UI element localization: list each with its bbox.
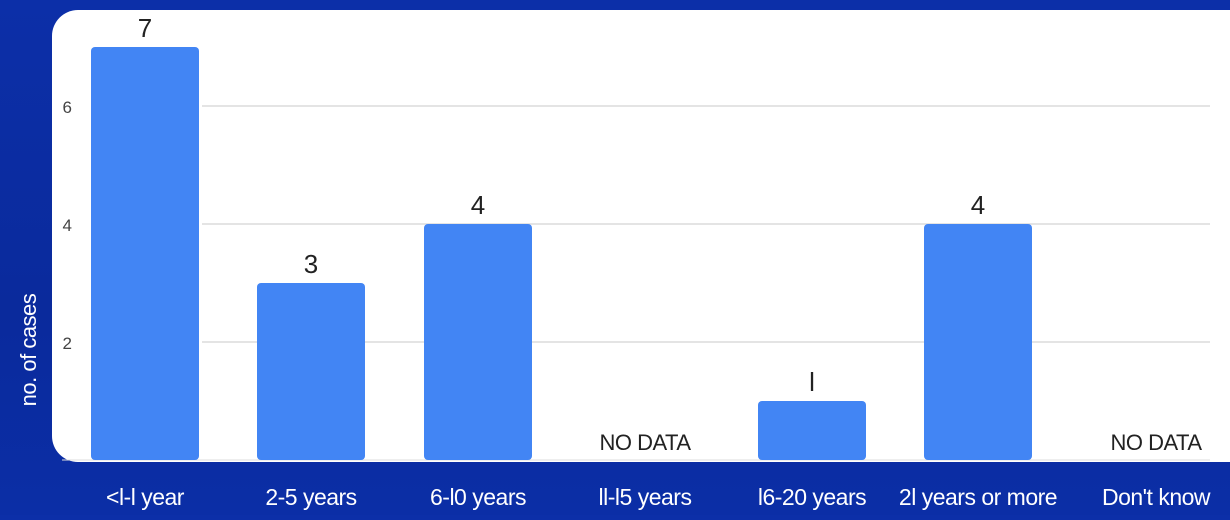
bar <box>924 224 1032 460</box>
x-tick-label: 2l years or more <box>899 484 1057 510</box>
x-tick-label: Don't know <box>1102 484 1211 510</box>
bar <box>91 47 199 460</box>
x-tick-label: l6-20 years <box>758 484 866 510</box>
no-data-label: NO DATA <box>1110 430 1202 455</box>
data-label: 3 <box>304 249 318 279</box>
x-tick-label: 6-l0 years <box>430 484 526 510</box>
bar <box>758 401 866 460</box>
no-data-label: NO DATA <box>599 430 691 455</box>
y-tick-label: 6 <box>63 98 72 117</box>
y-tick-label: 2 <box>63 334 72 353</box>
data-label: 4 <box>471 190 485 220</box>
x-tick-label: <l-l year <box>106 484 185 510</box>
data-label: 7 <box>138 13 152 43</box>
data-label: l <box>809 367 815 397</box>
y-tick-label: 4 <box>63 216 72 235</box>
data-label: 4 <box>971 190 985 220</box>
x-tick-label: ll-l5 years <box>599 484 692 510</box>
x-tick-label: 2-5 years <box>265 484 356 510</box>
plot-panel <box>52 10 1230 462</box>
bar <box>257 283 365 460</box>
y-axis-label: no. of cases <box>16 293 41 407</box>
bar <box>424 224 532 460</box>
